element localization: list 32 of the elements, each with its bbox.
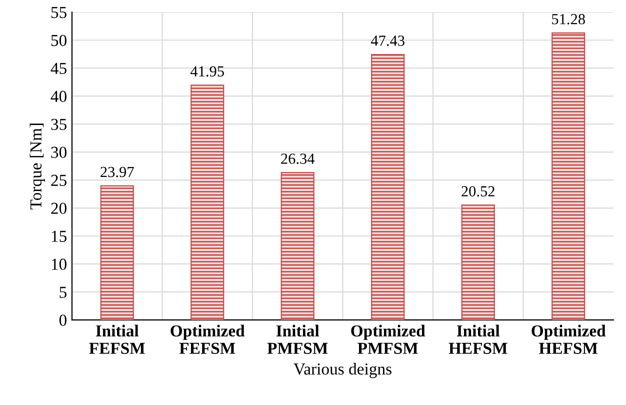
y-tick-label: 10: [52, 258, 66, 270]
y-tick-label: 20: [51, 202, 66, 214]
data-label: 26.34: [281, 154, 315, 164]
x-tick-label: Optimized PMFSM: [351, 324, 426, 354]
bar: [190, 84, 224, 320]
x-tick-label: Initial HEFSM: [448, 324, 508, 354]
y-tick-label: 5: [60, 286, 66, 298]
x-tick-label: Initial FEFSM: [89, 324, 145, 354]
data-label: 51.28: [552, 14, 585, 24]
x-axis-title: Various deigns: [294, 362, 392, 378]
y-tick-label: 45: [50, 62, 66, 74]
data-label: 20.52: [462, 186, 494, 197]
y-tick-label: 25: [51, 174, 66, 186]
y-tick-label: 15: [52, 230, 66, 242]
x-tick-label: Optimized FEFSM: [170, 324, 245, 354]
bar: [371, 54, 405, 320]
y-tick-label: 30: [51, 146, 66, 158]
y-tick-label: 50: [51, 34, 66, 46]
data-label: 47.43: [370, 36, 404, 46]
y-tick-label: 0: [59, 314, 66, 326]
bar: [461, 204, 495, 320]
y-axis-title: Torque [Nm]: [30, 124, 45, 210]
x-tick-label: Initial PMFSM: [267, 324, 328, 354]
data-label: 23.97: [100, 166, 134, 178]
bar: [552, 32, 586, 320]
y-tick-label: 35: [51, 118, 66, 130]
data-label: 41.95: [190, 66, 224, 77]
y-tick-label: 55: [51, 7, 66, 18]
bar: [100, 185, 134, 320]
x-tick-label: Optimized HEFSM: [532, 324, 606, 354]
bar: [280, 172, 314, 320]
y-tick-label: 40: [50, 90, 66, 102]
